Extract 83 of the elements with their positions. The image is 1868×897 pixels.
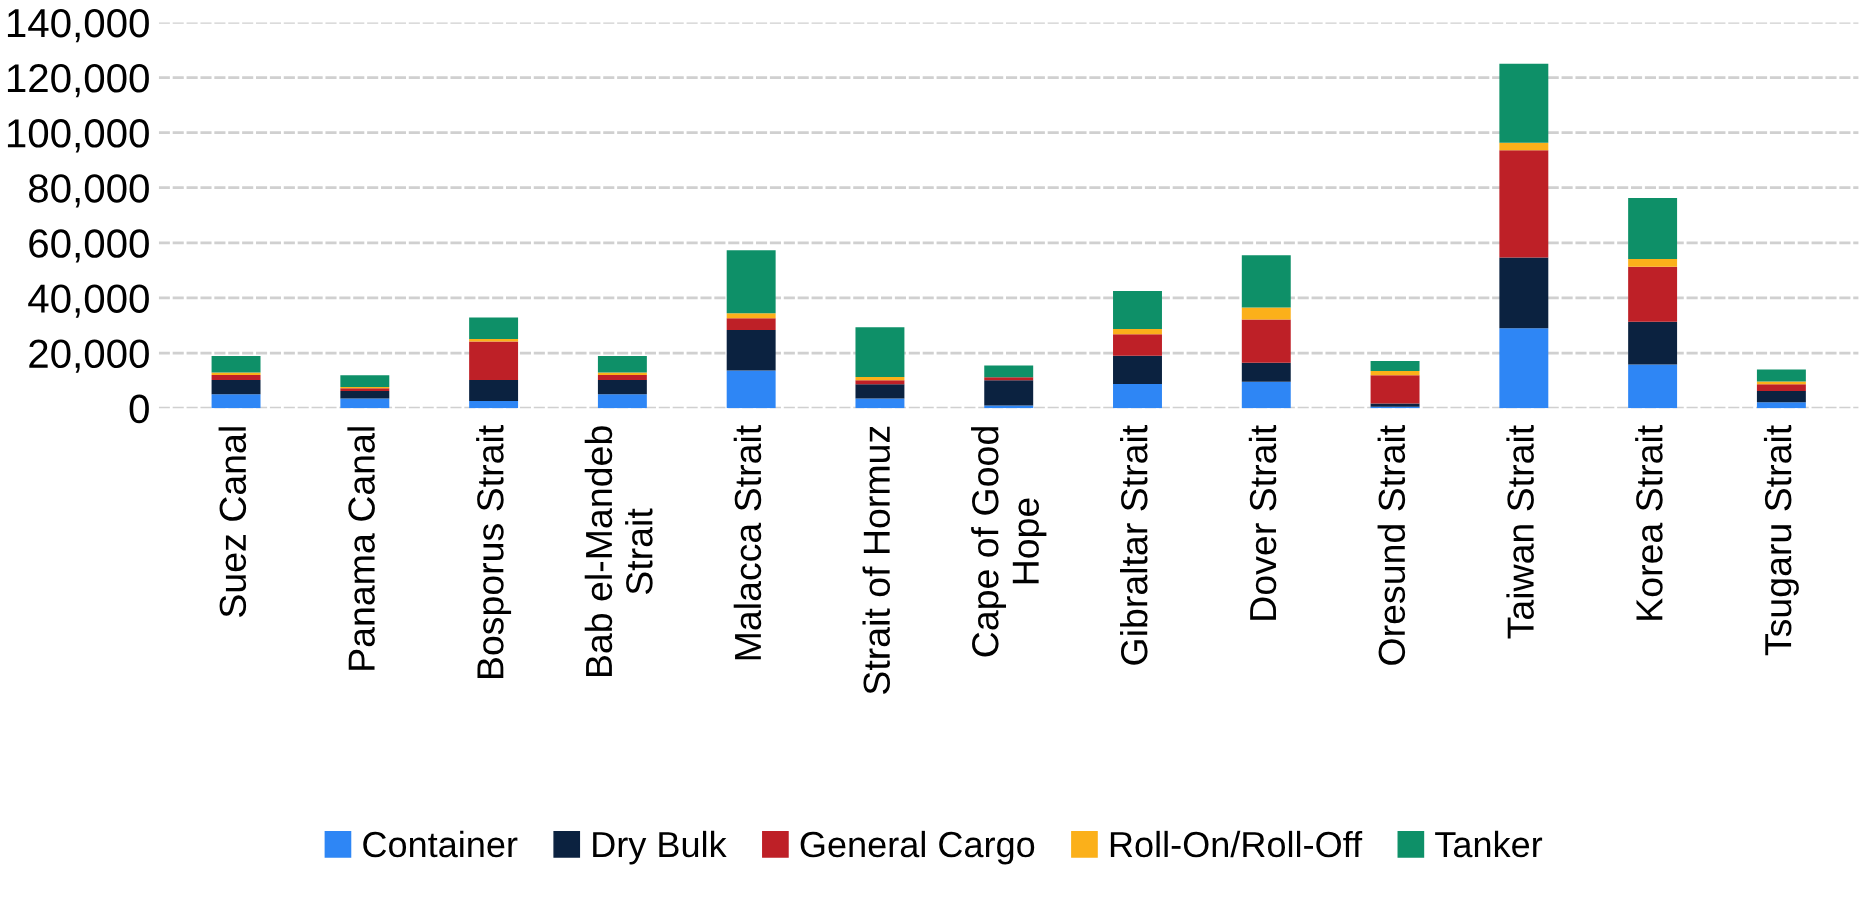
y-tick-label: 120,000 [7, 64, 149, 98]
y-tick-label: 40,000 [28, 284, 149, 318]
bar [340, 398, 390, 409]
bar [984, 377, 1034, 381]
x-tick-label: Taiwan Strait [1506, 425, 1534, 639]
bar [855, 398, 905, 409]
x-tick-label: Korea Strait [1635, 425, 1663, 620]
bar [1499, 257, 1549, 329]
bar [726, 329, 776, 371]
bar [211, 394, 261, 409]
bar [1756, 384, 1806, 392]
bar [726, 250, 776, 314]
bar [855, 380, 905, 385]
bar [1241, 319, 1291, 363]
bar [726, 318, 776, 330]
bar [726, 313, 776, 319]
legend-label: Dry Bulk [593, 830, 727, 865]
bar [597, 356, 647, 373]
bar [211, 380, 261, 395]
bar [1370, 375, 1420, 404]
bar [1113, 355, 1162, 384]
bar [597, 394, 647, 409]
bar [1113, 291, 1162, 330]
x-tick-label: Gibraltar Strait [1120, 425, 1148, 665]
bar [469, 400, 519, 409]
bar [1756, 369, 1806, 382]
bar [340, 391, 390, 399]
bar [1370, 370, 1420, 376]
bar [1113, 329, 1162, 335]
bar [1628, 321, 1678, 365]
y-tick-label: 60,000 [29, 229, 149, 263]
bar [855, 327, 905, 377]
y-tick-label: 20,000 [29, 339, 149, 373]
y-tick-label: 0 [129, 394, 149, 424]
bar [1628, 364, 1678, 409]
bar [1756, 402, 1806, 409]
bar [469, 317, 519, 339]
y-tick-label: 140,000 [7, 8, 149, 43]
legend-label: Tanker [1435, 830, 1543, 858]
bar [1241, 362, 1291, 382]
x-tick-label: Malacca Strait [733, 425, 762, 660]
bar [1370, 361, 1420, 371]
bar [1241, 255, 1291, 308]
y-tick-label: 80,000 [29, 174, 149, 208]
bar [855, 377, 905, 381]
bar [1499, 142, 1549, 151]
bar [1499, 150, 1549, 258]
bar [469, 380, 519, 401]
bar [1113, 334, 1162, 356]
x-tick-label: Suez Canal [218, 427, 247, 617]
bar [1499, 63, 1549, 143]
x-tick-label: Dover Strait [1248, 425, 1277, 620]
bar [340, 375, 390, 387]
bar [597, 375, 647, 381]
bar [597, 380, 647, 395]
x-tick-label: Bab el-Mandeb Strait [584, 426, 653, 677]
bar [1628, 259, 1678, 267]
bar [211, 356, 261, 373]
bar [469, 341, 519, 381]
bar [1756, 381, 1806, 385]
bar [984, 380, 1034, 406]
bar [726, 370, 776, 409]
bar [1628, 266, 1678, 322]
bar [855, 384, 905, 399]
bar [1628, 197, 1678, 260]
y-tick-label: 100,000 [7, 119, 149, 153]
bar [1756, 391, 1806, 403]
bar [1241, 307, 1291, 320]
bar [1241, 381, 1291, 409]
x-tick-label: Oresund Strait [1377, 425, 1406, 665]
bar [211, 375, 261, 381]
x-tick-label: Tsugaru Strait [1763, 425, 1799, 656]
x-tick-label: Strait of Hormuz [862, 426, 891, 694]
bar [1499, 328, 1549, 409]
x-tick-label: Bosporus Strait [476, 425, 512, 679]
legend-label: Container [363, 830, 518, 858]
x-tick-label: Cape of Good Hope [971, 427, 1047, 657]
bar [984, 405, 1034, 409]
legend-label: General Cargo [800, 830, 1035, 865]
x-tick-label: Panama Canal [347, 427, 375, 670]
legend-label: Roll-On/Roll-Off [1110, 830, 1363, 858]
bar [984, 365, 1034, 378]
bar [1113, 383, 1162, 409]
